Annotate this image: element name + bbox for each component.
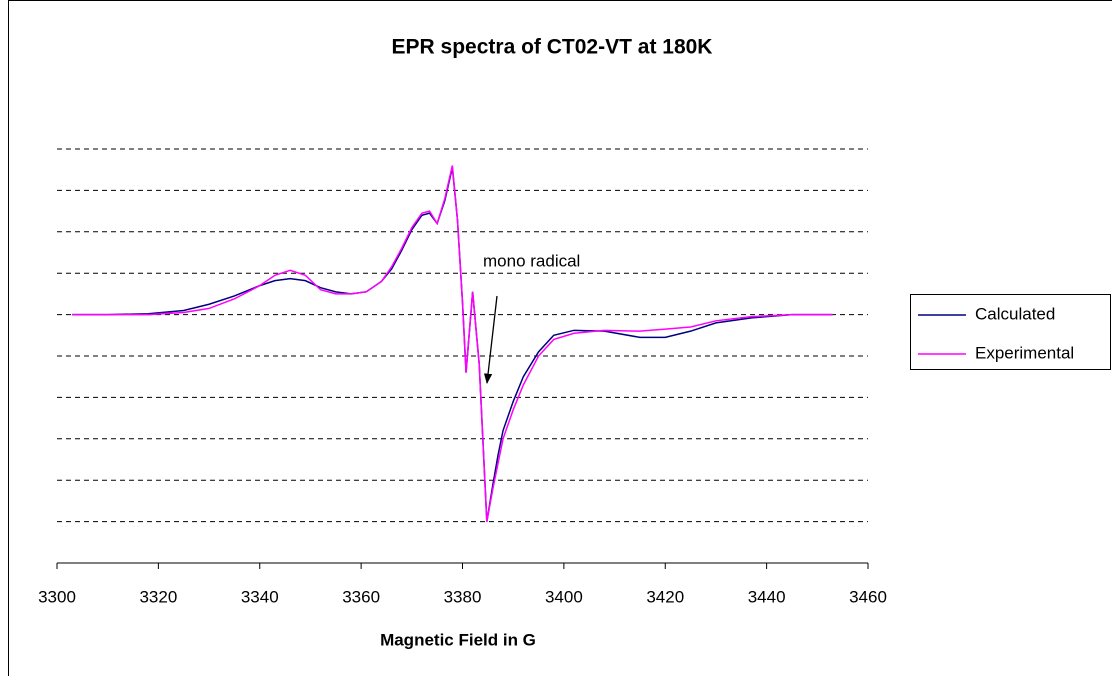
annotation-arrow — [483, 295, 498, 385]
x-tick-label: 3460 — [849, 587, 887, 606]
x-tick-label: 3440 — [748, 587, 786, 606]
annotation: mono radical — [483, 251, 580, 270]
x-tick-label: 3380 — [444, 587, 482, 606]
legend-label: Calculated — [975, 304, 1055, 323]
legend-box — [910, 294, 1111, 370]
x-tick-label: 3400 — [545, 587, 583, 606]
chart-title: EPR spectra of CT02-VT at 180K — [392, 36, 713, 59]
x-tick-label: 3300 — [38, 587, 76, 606]
series-line — [72, 165, 833, 522]
x-tick-label: 3360 — [342, 587, 380, 606]
x-tick-label: 3320 — [139, 587, 177, 606]
x-axis-title: Magnetic Field in G — [380, 630, 536, 649]
x-tick-label: 3340 — [241, 587, 279, 606]
legend-label: Experimental — [975, 343, 1074, 362]
x-tick-label: 3420 — [646, 587, 684, 606]
series-line — [72, 167, 833, 522]
